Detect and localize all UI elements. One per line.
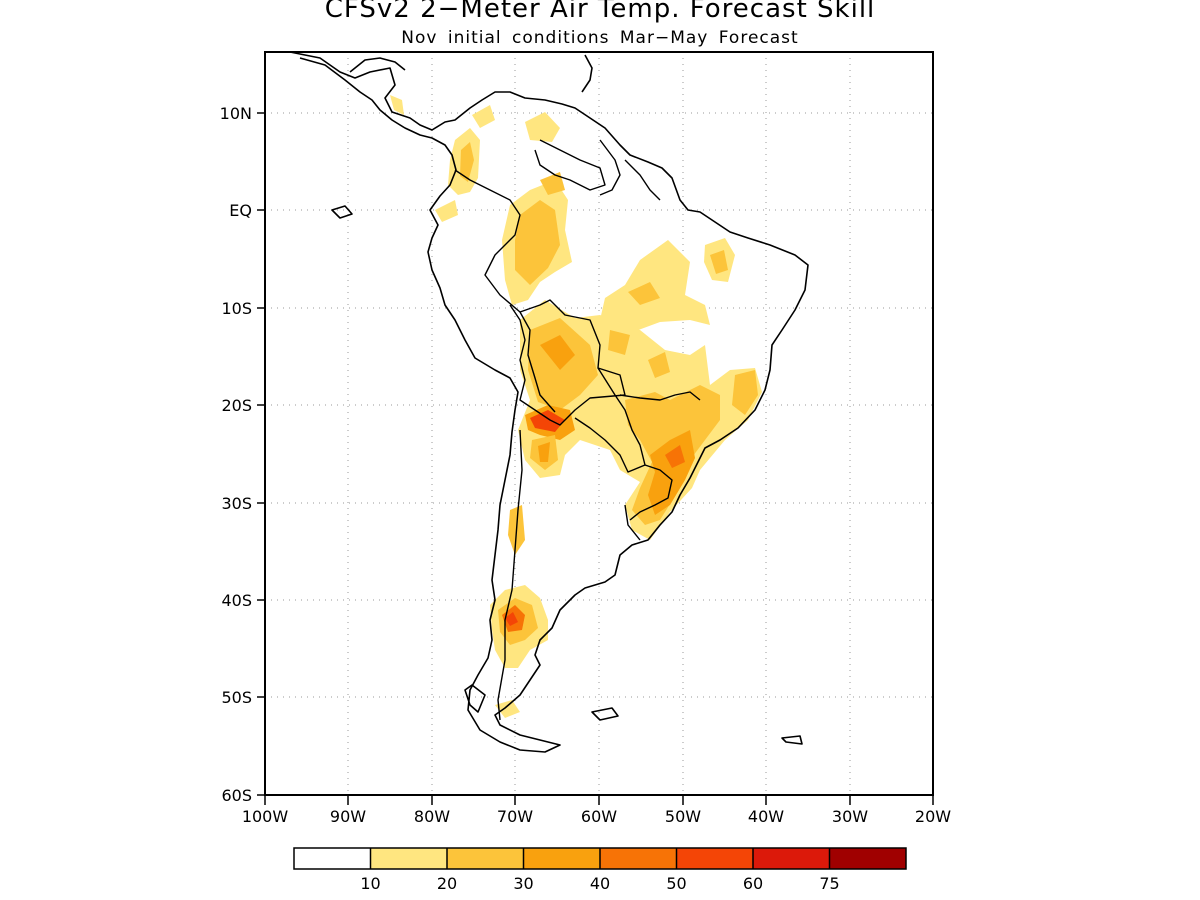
legend-label: 30 xyxy=(513,874,533,893)
legend-swatch xyxy=(370,848,447,869)
lon-tick-label: 80W xyxy=(414,807,450,826)
legend-label: 60 xyxy=(743,874,763,893)
lat-tick-label: 10S xyxy=(221,299,252,318)
legend-swatch xyxy=(447,848,524,869)
lat-tick-label: 40S xyxy=(221,591,252,610)
lon-tick-label: 100W xyxy=(242,807,289,826)
lat-tick-label: 50S xyxy=(221,688,252,707)
lat-tick-label: 30S xyxy=(221,494,252,513)
coastlines xyxy=(289,51,809,753)
lon-tick-label: 30W xyxy=(832,807,868,826)
lon-tick-label: 70W xyxy=(497,807,533,826)
lon-tick-label: 50W xyxy=(665,807,701,826)
legend-swatch xyxy=(753,848,830,869)
legend-swatch xyxy=(294,848,371,869)
lon-tick-labels: 100W 90W 80W 70W 60W 50W 40W 30W 20W xyxy=(242,807,951,826)
legend-label: 10 xyxy=(360,874,380,893)
legend-swatch xyxy=(676,848,753,869)
tick-marks xyxy=(257,112,934,805)
colorbar-legend: 10 20 30 40 50 60 75 xyxy=(293,847,907,893)
lon-tick-label: 90W xyxy=(330,807,366,826)
lon-tick-label: 40W xyxy=(748,807,784,826)
legend-swatch xyxy=(523,848,600,869)
lat-tick-label: 20S xyxy=(221,396,252,415)
lat-tick-label: 60S xyxy=(221,786,252,805)
lon-tick-label: 60W xyxy=(581,807,617,826)
legend-label: 40 xyxy=(590,874,610,893)
legend-swatch xyxy=(600,848,677,869)
legend-label: 75 xyxy=(819,874,839,893)
lat-tick-labels: 10N EQ 10S 20S 30S 40S 50S 60S xyxy=(220,104,252,805)
legend-label: 20 xyxy=(437,874,457,893)
map-subtitle: Nov initial conditions Mar−May Forecast xyxy=(401,28,799,48)
lat-tick-label: EQ xyxy=(229,201,252,220)
map-title: CFSv2 2−Meter Air Temp. Forecast Skill xyxy=(324,0,876,24)
lon-tick-label: 20W xyxy=(915,807,951,826)
legend-label: 50 xyxy=(666,874,686,893)
legend-swatch xyxy=(829,848,906,869)
country-borders xyxy=(454,139,701,721)
lat-tick-label: 10N xyxy=(220,104,252,123)
